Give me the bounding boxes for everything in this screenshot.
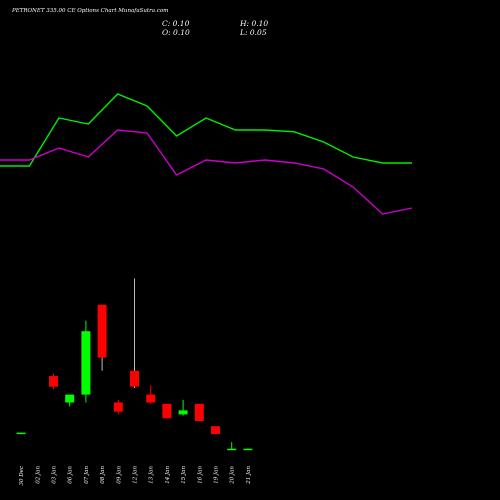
x-tick-label: 12 Jan [133, 466, 139, 484]
candle-body [113, 402, 123, 412]
x-tick-label: 09 Jan [116, 466, 122, 484]
candlesticks [16, 278, 253, 451]
candle-body [49, 376, 58, 387]
candle-body [16, 432, 26, 435]
x-tick-label: 19 Jan [214, 466, 220, 484]
x-tick-label: 21 Jan [246, 466, 252, 485]
x-tick-label: 03 Jan [52, 466, 58, 484]
candle-body [227, 448, 237, 451]
x-tick-label: 16 Jan [197, 466, 203, 484]
x-tick-label: 13 Jan [149, 466, 155, 484]
high-value: H: 0.10 [240, 19, 269, 28]
x-tick-label: 02 Jan [35, 466, 41, 484]
candle-body [162, 403, 172, 419]
indicator-line-1 [0, 93, 412, 167]
candle-body [146, 394, 156, 403]
close-value: C: 0.10 [162, 19, 190, 28]
candle-body [211, 426, 220, 435]
low-value: L: 0.05 [240, 28, 267, 37]
candle-body [194, 403, 204, 421]
indicator-lines [0, 93, 413, 215]
x-tick-label: 07 Jan [84, 466, 90, 484]
indicator-line-2 [0, 129, 413, 215]
candle-body [81, 331, 91, 395]
x-tick-label: 08 Jan [100, 466, 106, 484]
x-tick-label: 14 Jan [165, 466, 171, 484]
candle-body [97, 304, 107, 358]
open-value: O: 0.10 [162, 28, 190, 37]
chart-title: PETRONET 335.00 CE Options Chart MunafaS… [12, 8, 169, 14]
candle-body [130, 370, 139, 387]
candle-body [65, 394, 75, 403]
x-tick-label: 20 Jan [230, 466, 236, 485]
x-tick-label: 15 Jan [181, 466, 187, 484]
candle-body [178, 410, 188, 415]
x-axis-labels: 30 Dec 02 Jan 03 Jan 06 Jan 07 Jan 08 Jan 09 J… [19, 466, 252, 486]
x-tick-label: 06 Jan [68, 466, 74, 484]
candle-body [243, 448, 253, 451]
x-tick-label: 30 Dec [19, 466, 25, 486]
